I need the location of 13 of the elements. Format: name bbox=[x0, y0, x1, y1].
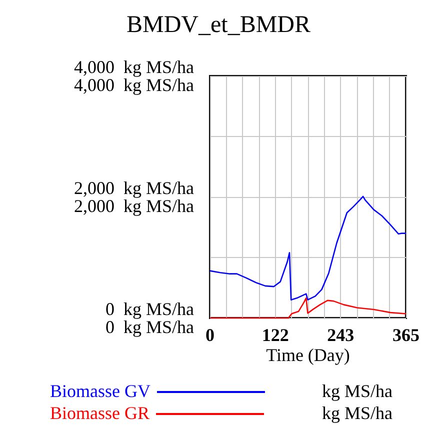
y-tick-label: 0 kg MS/ha bbox=[105, 299, 194, 319]
chart-title: BMDV_et_BMDR bbox=[126, 12, 311, 38]
x-axis-title: Time (Day) bbox=[266, 345, 350, 365]
text: kg MS/ha bbox=[322, 403, 393, 424]
x-tick-label: 0 bbox=[206, 325, 214, 345]
text: Biomasse GR bbox=[50, 403, 150, 424]
x-tick-label: 243 bbox=[327, 325, 354, 345]
y-tick-label: 4,000 kg MS/ha bbox=[74, 57, 194, 77]
text: Biomasse GV bbox=[50, 381, 150, 402]
x-tick-label: 365 bbox=[392, 325, 420, 345]
text: kg MS/ha bbox=[322, 381, 393, 402]
x-tick-label: 122 bbox=[262, 325, 289, 345]
y-tick-label: 2,000 kg MS/ha bbox=[74, 178, 194, 198]
